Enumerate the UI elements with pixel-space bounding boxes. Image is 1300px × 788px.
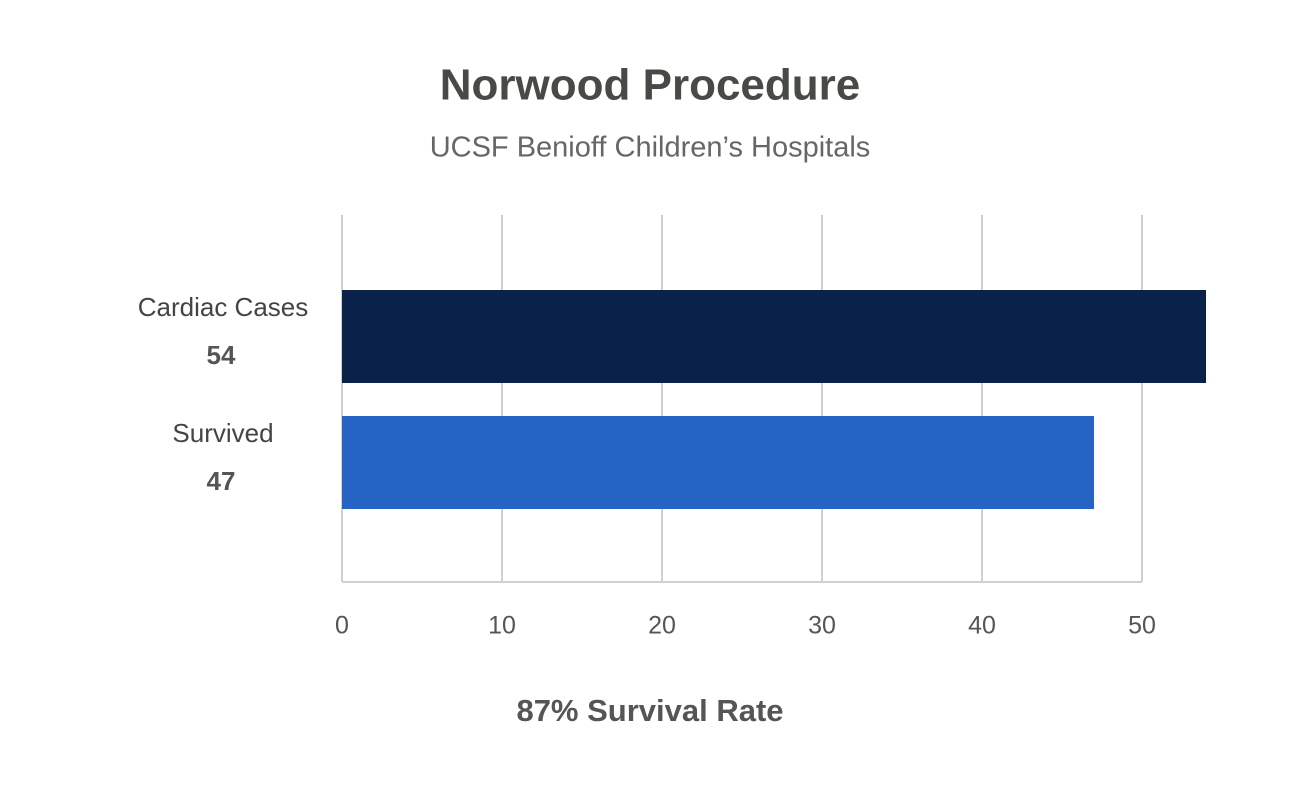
bar [342,416,1094,509]
x-tick-label: 30 [808,612,836,640]
value-label: 54 [207,340,236,370]
x-tick-label: 40 [968,612,996,640]
chart-title: Norwood Procedure [440,61,861,110]
chart-subtitle: UCSF Benioff Children’s Hospitals [430,132,871,164]
x-tick-label: 50 [1128,612,1156,640]
category-label: Cardiac Cases [138,292,309,322]
x-tick-label: 0 [335,612,349,640]
x-tick-label: 20 [648,612,676,640]
x-tick-label: 10 [488,612,516,640]
value-label: 47 [207,466,236,496]
bar [342,290,1206,383]
category-label: Survived [172,418,273,448]
annotation: 87% Survival Rate [516,693,783,728]
